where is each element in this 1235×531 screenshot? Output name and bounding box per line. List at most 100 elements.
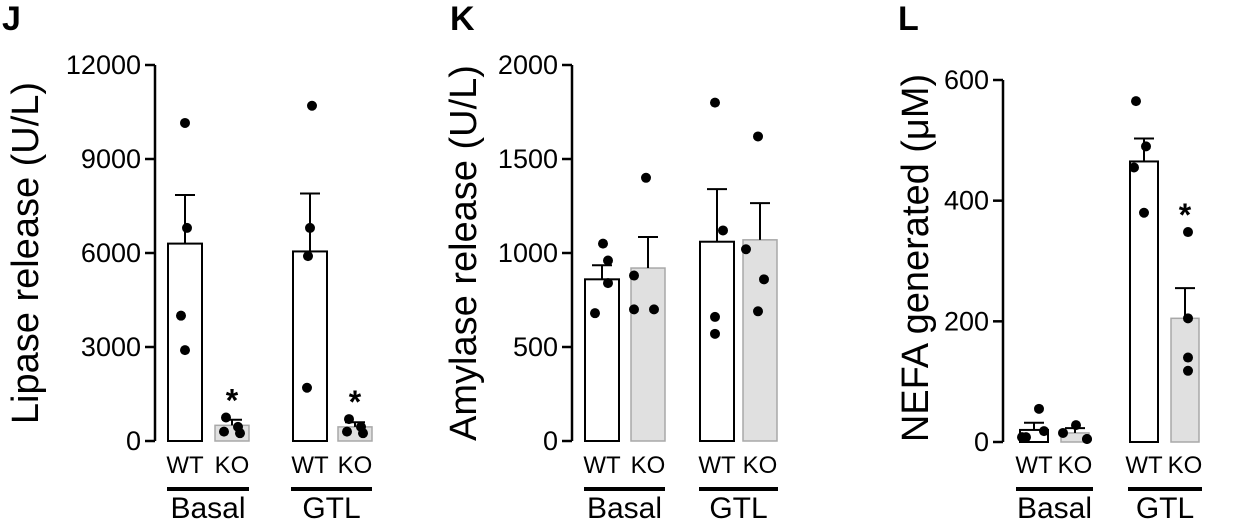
data-point <box>342 426 352 437</box>
significance-marker: * <box>226 383 239 419</box>
data-point <box>180 345 190 356</box>
data-point <box>590 308 600 319</box>
group-label: GTL <box>302 492 360 525</box>
y-tick-label: 0 <box>126 426 141 456</box>
y-tick-label: 500 <box>513 332 558 362</box>
data-point <box>307 100 317 111</box>
bar <box>630 267 666 442</box>
y-tick-label: 9000 <box>81 144 141 174</box>
bar <box>1170 317 1200 443</box>
category-labels: WT KO WT KO <box>166 452 372 479</box>
category-label: KO <box>338 452 373 479</box>
bar <box>167 242 203 442</box>
group-label: Basal <box>587 492 662 525</box>
group-label: Basal <box>170 492 245 525</box>
panel-label: L <box>898 0 919 38</box>
data-point <box>1139 207 1149 218</box>
data-point <box>598 238 608 249</box>
data-point <box>176 310 186 321</box>
data-point <box>629 304 639 315</box>
group-labels: Basal GTL <box>167 487 372 525</box>
group-label: GTL <box>1136 492 1194 525</box>
category-label: WT <box>583 452 621 479</box>
y-tick-label: 200 <box>944 306 989 336</box>
data-point <box>641 172 651 183</box>
panel-label: K <box>450 0 475 38</box>
bar <box>292 250 328 442</box>
data-point <box>1183 227 1193 238</box>
data-point <box>753 306 763 317</box>
y-tick-label: 0 <box>974 427 989 457</box>
data-point <box>1034 403 1044 414</box>
data-point <box>629 270 639 281</box>
significance-marker: * <box>349 384 362 420</box>
bars <box>584 97 778 442</box>
data-point <box>305 222 315 233</box>
data-point <box>1129 162 1139 173</box>
data-point <box>759 274 769 285</box>
data-point <box>235 428 245 439</box>
group-label: Basal <box>1017 492 1092 525</box>
bar <box>699 240 735 442</box>
category-label: WT <box>291 452 329 479</box>
data-point <box>303 251 313 262</box>
group-labels: Basal GTL <box>1016 487 1202 525</box>
group-labels: Basal GTL <box>584 487 778 525</box>
data-point <box>710 311 720 322</box>
data-point <box>1131 96 1141 107</box>
panel-label: J <box>2 0 21 38</box>
y-tick-label: 1000 <box>498 238 558 268</box>
data-point <box>603 278 613 289</box>
data-point <box>358 428 368 439</box>
category-label: KO <box>215 452 250 479</box>
data-point <box>1183 313 1193 324</box>
group-label: GTL <box>709 492 767 525</box>
y-axis-label: Lipase release (U/L) <box>5 82 47 424</box>
category-label: WT <box>166 452 204 479</box>
y-tick-label: 12000 <box>66 50 141 80</box>
data-point <box>1082 433 1092 444</box>
data-point <box>649 304 659 315</box>
y-tick-label: 2000 <box>498 50 558 80</box>
data-point <box>302 382 312 393</box>
panel-k: K Amylase release (U/L) 0 500 1000 1500 2000… <box>443 0 778 525</box>
data-point <box>180 117 190 128</box>
data-point <box>1071 420 1081 431</box>
data-point <box>741 244 751 255</box>
y-axis-label: NEFA generated (μM) <box>895 74 937 442</box>
data-point <box>1058 427 1068 438</box>
category-label: KO <box>1168 452 1203 479</box>
data-point <box>603 255 613 266</box>
data-point <box>1021 432 1031 443</box>
data-point <box>182 222 192 233</box>
y-tick-label: 0 <box>543 426 558 456</box>
data-point <box>718 225 728 236</box>
y-tick-label: 400 <box>944 186 989 216</box>
category-labels: WT KO WT KO <box>1015 452 1202 479</box>
data-point <box>221 412 231 423</box>
bar <box>742 239 778 442</box>
y-tick-label: 3000 <box>81 332 141 362</box>
category-label: WT <box>698 452 736 479</box>
category-label: KO <box>1058 452 1093 479</box>
y-axis: 0 500 1000 1500 2000 <box>498 50 574 456</box>
bars: * * <box>167 100 373 442</box>
data-point <box>1141 141 1151 152</box>
bars: * <box>1017 96 1200 444</box>
data-point <box>1183 352 1193 363</box>
category-label: WT <box>1125 452 1163 479</box>
category-labels: WT KO WT KO <box>583 452 777 479</box>
data-point <box>710 97 720 108</box>
y-axis: 0 3000 6000 9000 12000 <box>66 50 157 456</box>
data-point <box>753 131 763 142</box>
category-label: KO <box>743 452 778 479</box>
bar <box>1129 160 1159 443</box>
data-point <box>219 426 229 437</box>
data-point <box>344 414 354 425</box>
y-axis-label: Amylase release (U/L) <box>443 65 485 441</box>
panel-j: J Lipase release (U/L) 0 3000 6000 9000 1200… <box>2 0 373 525</box>
y-axis: 0 200 400 600 <box>944 65 1005 457</box>
y-tick-label: 1500 <box>498 144 558 174</box>
bar <box>584 278 620 442</box>
